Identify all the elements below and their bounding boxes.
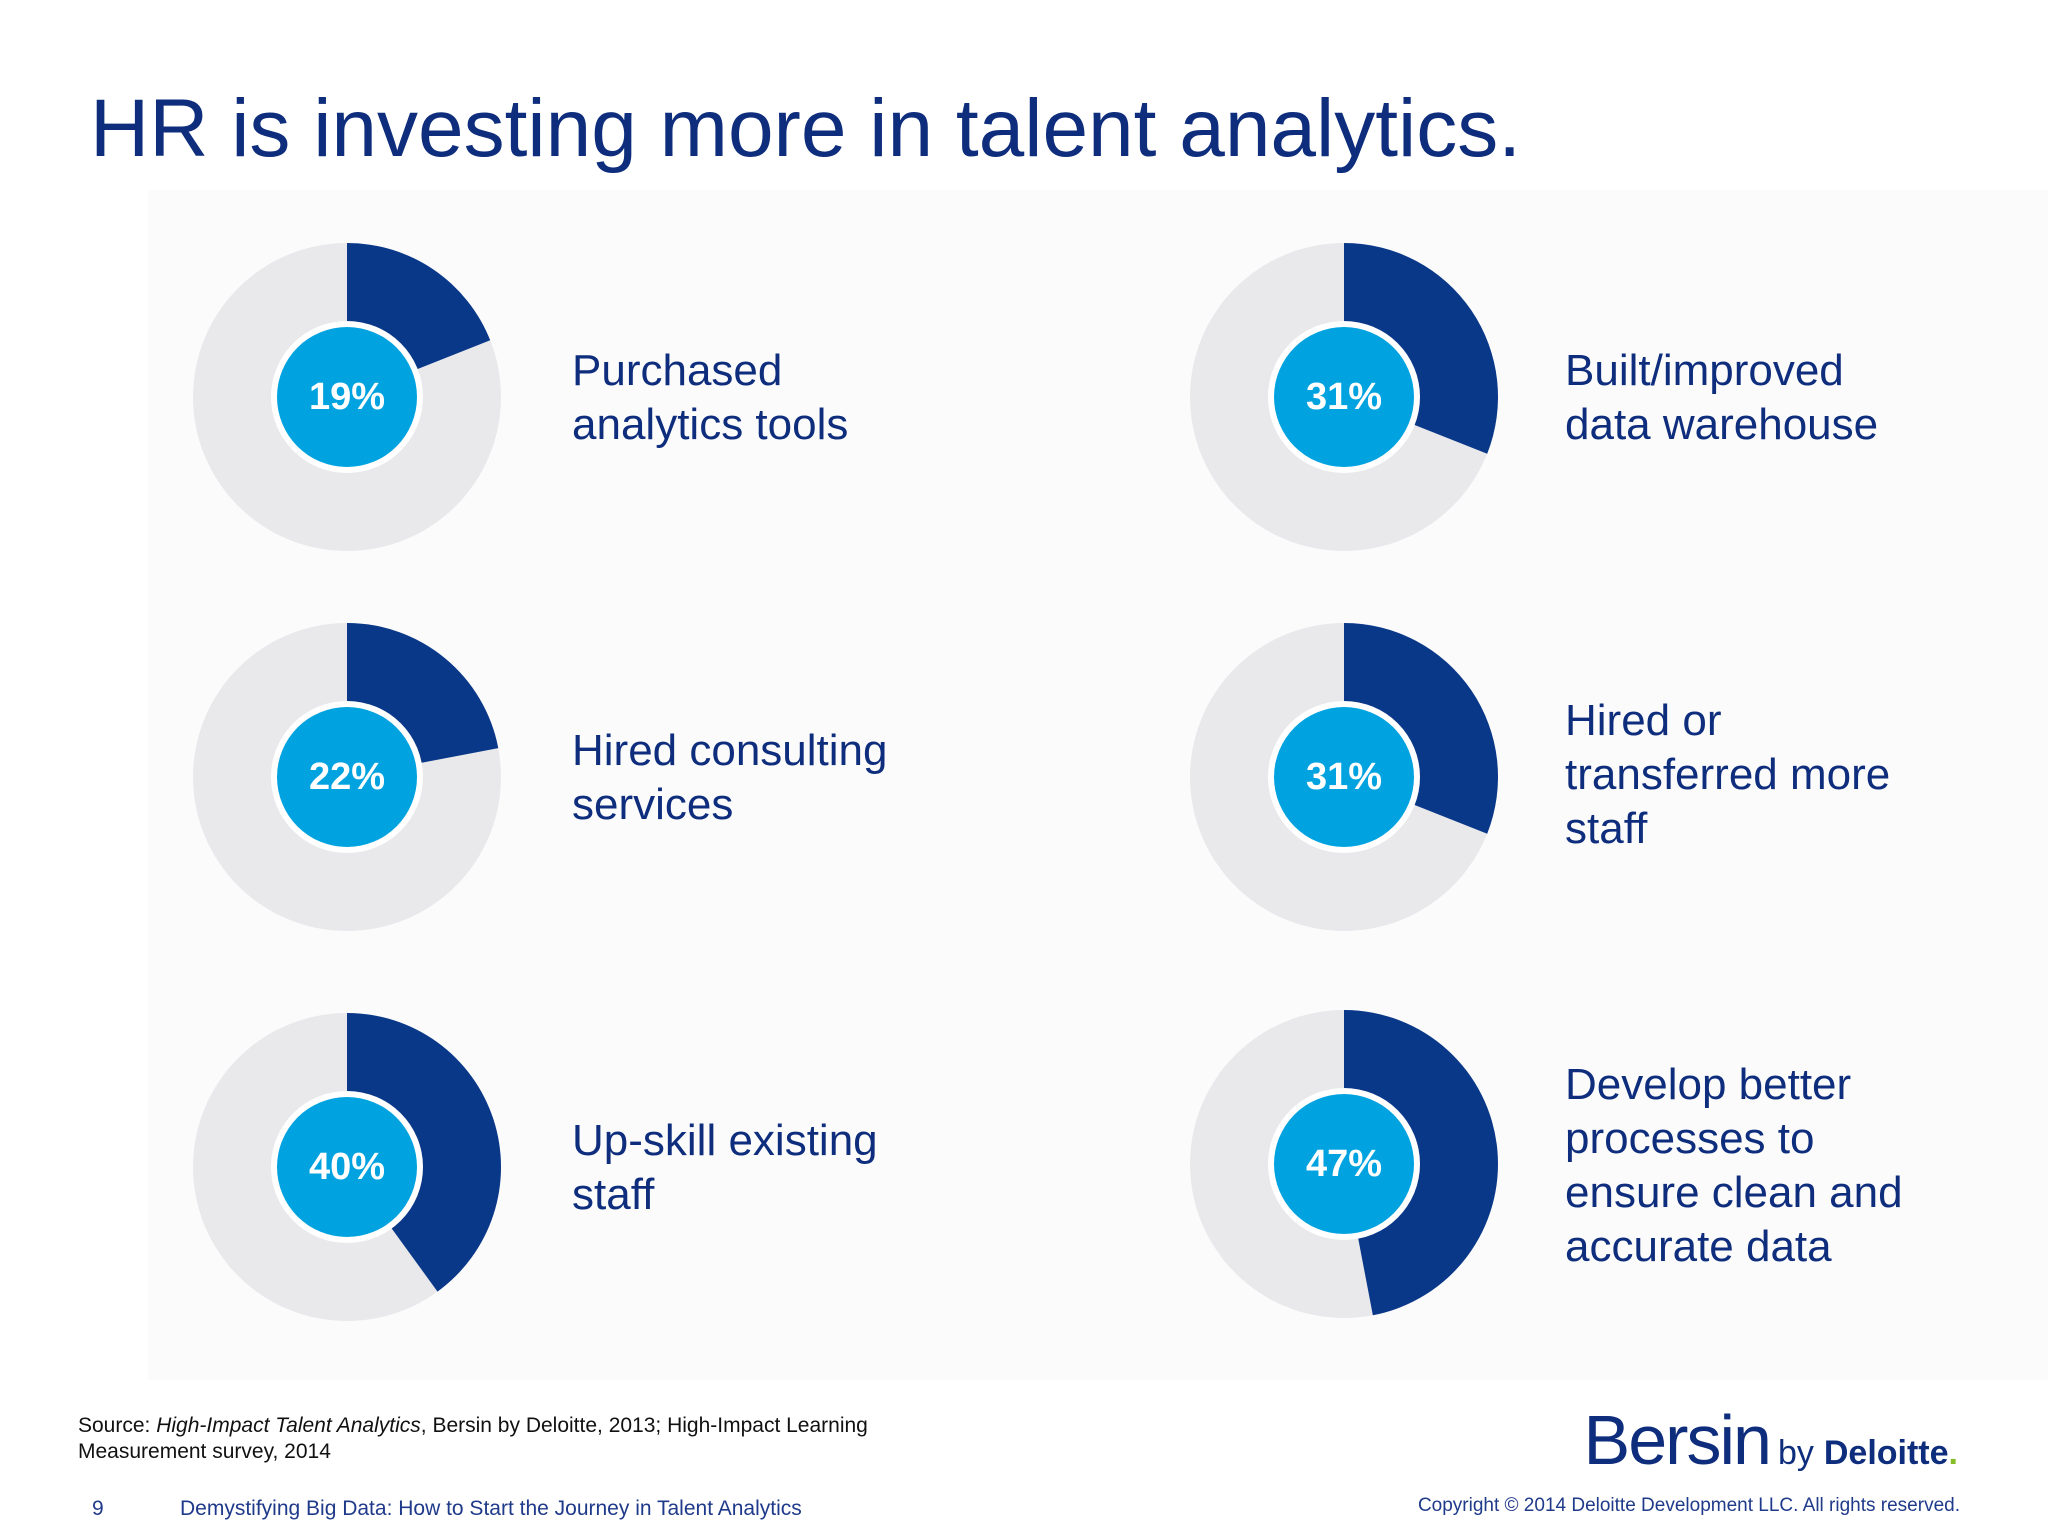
- donut-label: Built/improved data warehouse: [1565, 346, 1879, 449]
- donut-chart-upskill: 40%: [187, 1007, 507, 1327]
- donut-svg: [1190, 1010, 1498, 1318]
- donut-center-badge: [1274, 707, 1414, 847]
- donut-chart-data-warehouse: 31%: [1184, 237, 1504, 557]
- donut-center-badge: [277, 327, 417, 467]
- logo-by: by: [1777, 1434, 1814, 1472]
- donut-center-badge: [1274, 1094, 1414, 1234]
- donut-center-badge: [1274, 327, 1414, 467]
- donut-label: Develop better processes to ensure clean…: [1565, 1060, 1903, 1271]
- donut-chart-consulting-services: 22%: [187, 617, 507, 937]
- donut-label: Hired or transferred more staff: [1565, 696, 1891, 853]
- logo-bersin: Bersin: [1583, 1401, 1772, 1479]
- donut-svg: [193, 243, 501, 551]
- donut-value-slice: [1344, 1010, 1498, 1316]
- donut-value-slice: [347, 1013, 502, 1292]
- donut-label: Hired consulting services: [572, 726, 888, 829]
- copyright-notice: Copyright © 2014 Deloitte Development LL…: [1417, 1495, 1960, 1516]
- source-prefix: Source:: [78, 1414, 157, 1437]
- donut-chart-staff: 31%: [1184, 617, 1504, 937]
- logo-dot: .: [1948, 1434, 1958, 1472]
- source-title: High-Impact Talent Analytics: [156, 1414, 421, 1437]
- page-number: 9: [92, 1497, 104, 1520]
- bersin-deloitte-logo: Bersin by Deloitte.: [1584, 1400, 1958, 1480]
- donut-svg: [193, 623, 501, 931]
- logo-deloitte: Deloitte: [1823, 1434, 1949, 1472]
- donut-label: Up-skill existing staff: [572, 1116, 878, 1219]
- donut-chart-processes: 47%: [1184, 1004, 1504, 1324]
- slide-title: HR is investing more in talent analytics…: [90, 83, 1522, 174]
- source-line2: Measurement survey, 2014: [78, 1440, 331, 1463]
- donut-svg: [193, 1013, 502, 1321]
- donut-label: Purchased analytics tools: [572, 346, 849, 449]
- donut-center-badge: [277, 707, 417, 847]
- donut-center-badge: [277, 1097, 417, 1237]
- presentation-title: Demystifying Big Data: How to Start the …: [180, 1497, 802, 1520]
- source-rest: , Bersin by Deloitte, 2013; High-Impact …: [420, 1414, 868, 1437]
- donut-svg: [1190, 243, 1499, 551]
- donut-svg: [1190, 623, 1499, 931]
- source-note: Source: High-Impact Talent Analytics, Be…: [78, 1413, 978, 1465]
- donut-chart-purchased-tools: 19%: [187, 237, 507, 557]
